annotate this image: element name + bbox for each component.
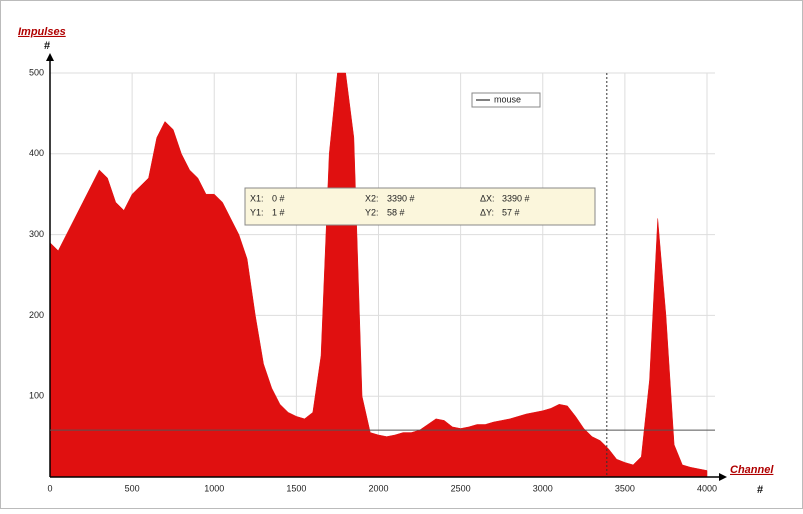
readout-value: 3390 # (387, 193, 415, 203)
readout-value: 57 # (502, 207, 520, 217)
readout-value: 1 # (272, 207, 285, 217)
legend-box (471, 92, 541, 108)
x-tick-label: 500 (125, 483, 140, 493)
readout-value: 0 # (272, 193, 285, 203)
x-axis-label: Channel (730, 464, 774, 476)
y-tick-label: 500 (29, 67, 44, 77)
spectrum-area (49, 72, 708, 478)
y-tick-label: 300 (29, 229, 44, 239)
readout-value: 58 # (387, 207, 405, 217)
readout-label: X2: (365, 193, 379, 203)
legend-label: mouse (494, 94, 521, 104)
y-axis-label: Impulses (18, 26, 66, 38)
readout-label: ΔX: (480, 193, 495, 203)
y-tick-label: 400 (29, 148, 44, 158)
readout-value: 3390 # (502, 193, 530, 203)
x-tick-label: 0 (47, 483, 52, 493)
y-axis-arrow (46, 53, 54, 61)
x-tick-label: 4000 (697, 483, 717, 493)
x-tick-label: 2500 (451, 483, 471, 493)
x-tick-label: 3000 (533, 483, 553, 493)
x-axis-arrow (719, 473, 727, 481)
x-tick-label: 1000 (204, 483, 224, 493)
y-tick-label: 200 (29, 310, 44, 320)
y-tick-label: 100 (29, 391, 44, 401)
readout-label: ΔY: (480, 207, 494, 217)
x-tick-label: 3500 (615, 483, 635, 493)
y-axis-unit: # (44, 40, 50, 52)
readout-label: Y2: (365, 207, 379, 217)
readout-box (244, 187, 596, 226)
x-axis-unit: # (757, 484, 763, 496)
readout-label: X1: (250, 193, 264, 203)
x-tick-label: 2000 (368, 483, 388, 493)
readout-label: Y1: (250, 207, 264, 217)
x-tick-label: 1500 (286, 483, 306, 493)
